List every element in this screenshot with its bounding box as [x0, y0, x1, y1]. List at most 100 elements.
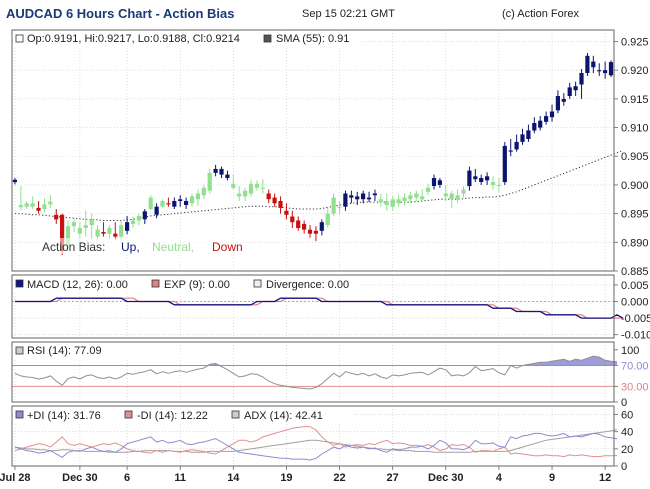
price-bar-86 [520, 134, 525, 142]
price-bar-41 [254, 183, 259, 188]
price-bar-66 [402, 197, 407, 201]
plus-di-legend-text: +DI (14): 31.76 [27, 410, 101, 422]
price-bar-40 [248, 183, 254, 194]
price-bar-70 [426, 187, 431, 192]
price-bar-29 [184, 201, 189, 205]
price-ytick-label-2: 0.895 [621, 209, 649, 221]
price-bar-53 [325, 213, 330, 226]
dmi-ytick-label-3: 60 [621, 410, 633, 422]
price-bar-79 [479, 178, 484, 182]
action-bias-legend-bg [38, 238, 248, 254]
price-bar-3 [30, 203, 35, 207]
x-tick-label-10: 9 [549, 472, 555, 484]
macd-legend-text: MACD (12, 26): 0.00 [27, 279, 128, 291]
divergence-legend-text: Divergence: 0.00 [266, 279, 349, 291]
price-bar-90 [544, 116, 549, 122]
price-bar-16 [107, 228, 112, 234]
price-bar-52 [319, 222, 324, 231]
ohlc-legend-text: Op:0.9191, Hi:0.9217, Lo:0.9188, Cl:0.92… [27, 33, 240, 45]
chart-title: AUDCAD 6 Hours Chart - Action Bias [6, 6, 235, 21]
ohlc-legend-swatch [15, 34, 24, 43]
price-bar-34 [213, 168, 218, 173]
price-bar-15 [101, 232, 106, 234]
price-bar-78 [473, 176, 478, 180]
price-bar-65 [396, 199, 401, 204]
price-bar-5 [42, 204, 47, 209]
price-bar-68 [414, 193, 419, 198]
dmi-frame [11, 405, 615, 467]
price-bar-13 [89, 219, 94, 226]
dmi-ytick-label-2: 40 [621, 427, 633, 439]
price-bar-23 [148, 197, 153, 210]
rsi-legend-bg [13, 344, 133, 358]
price-bar-59 [361, 193, 366, 200]
price-ytick-label-1: 0.890 [621, 237, 649, 249]
rsi-legend-text: RSI (14): 77.09 [27, 345, 102, 357]
price-bar-56 [343, 193, 348, 207]
macd-ytick-label-2: 0.000 [621, 297, 649, 309]
price-bar-45 [278, 201, 283, 208]
price-ytick-label-7: 0.920 [621, 65, 649, 77]
price-bar-18 [119, 225, 124, 237]
rsi-ytick-label-3: 100 [621, 345, 639, 357]
price-bar-9 [65, 226, 71, 246]
x-axis: Jul 28 Dec 30 6 11 14 19 22 27 Dec 30 4 9 12 [0, 466, 611, 484]
price-bar-99 [597, 70, 602, 72]
timestamp: Sep 15 02:21 GMT [302, 8, 395, 20]
x-tick-label-11: 12 [599, 472, 611, 484]
price-bar-37 [231, 183, 236, 188]
price-ytick-label-6: 0.915 [621, 94, 649, 106]
price-bar-72 [437, 180, 442, 185]
price-ytick-label-0: 0.885 [621, 266, 649, 278]
price-bar-2 [24, 203, 29, 207]
price-bar-82 [496, 184, 501, 186]
price-bar-8 [60, 214, 65, 251]
price-bar-87 [526, 130, 531, 139]
price-bar-28 [178, 199, 183, 201]
macd-ytick-label-3: 0.005 [621, 280, 649, 292]
rsi-panel: 0 30.00 70.00 100 RSI (14): 77.09 [11, 341, 649, 409]
price-bar-73 [443, 193, 448, 197]
x-tick-label-7: 27 [387, 472, 399, 484]
price-bar-14 [95, 229, 100, 237]
price-bar-17 [113, 233, 118, 237]
price-bar-43 [266, 193, 271, 200]
macd-ytick-label-0: -0.010 [621, 330, 650, 342]
price-bar-71 [431, 178, 437, 186]
price-bar-27 [172, 201, 177, 207]
sma-legend-text: SMA (55): 0.91 [276, 33, 349, 45]
x-tick-label-0: Jul 28 [0, 472, 31, 484]
divergence-legend-swatch [253, 279, 262, 288]
x-tick-label-4: 14 [227, 472, 240, 484]
price-legend-bg [13, 32, 363, 46]
chart-header: AUDCAD 6 Hours Chart - Action Bias Sep 1… [0, 0, 650, 30]
x-tick-label-2: 6 [124, 472, 130, 484]
price-bar-33 [207, 172, 212, 191]
price-bar-36 [225, 174, 230, 178]
price-bar-57 [349, 195, 354, 198]
price-bar-4 [36, 207, 41, 211]
price-bar-32 [201, 187, 206, 196]
price-ytick-label-3: 0.900 [621, 180, 649, 192]
price-bar-6 [48, 201, 53, 205]
price-bar-49 [302, 223, 307, 230]
macd-line [15, 297, 624, 319]
price-bar-47 [290, 216, 295, 223]
price-bar-39 [243, 190, 248, 197]
rsi-ytick-label-2: 70.00 [621, 360, 649, 372]
price-bar-58 [355, 196, 360, 200]
price-bar-51 [313, 230, 318, 234]
price-bar-94 [567, 87, 572, 96]
x-tick-label-5: 19 [280, 472, 292, 484]
rsi-overbought-fill [209, 356, 617, 366]
price-bar-22 [142, 211, 147, 220]
price-bar-11 [77, 228, 82, 234]
macd-ytick-label-1: -0.005 [621, 313, 650, 325]
price-bar-88 [532, 123, 537, 131]
macd-panel: -0.010 -0.005 0.000 0.005 MACD (12, 26): 0.0… [11, 274, 650, 342]
price-bar-25 [160, 201, 165, 207]
price-bar-46 [284, 210, 289, 215]
exp-legend-swatch [151, 279, 160, 288]
price-ytick-label-5: 0.910 [621, 123, 649, 135]
